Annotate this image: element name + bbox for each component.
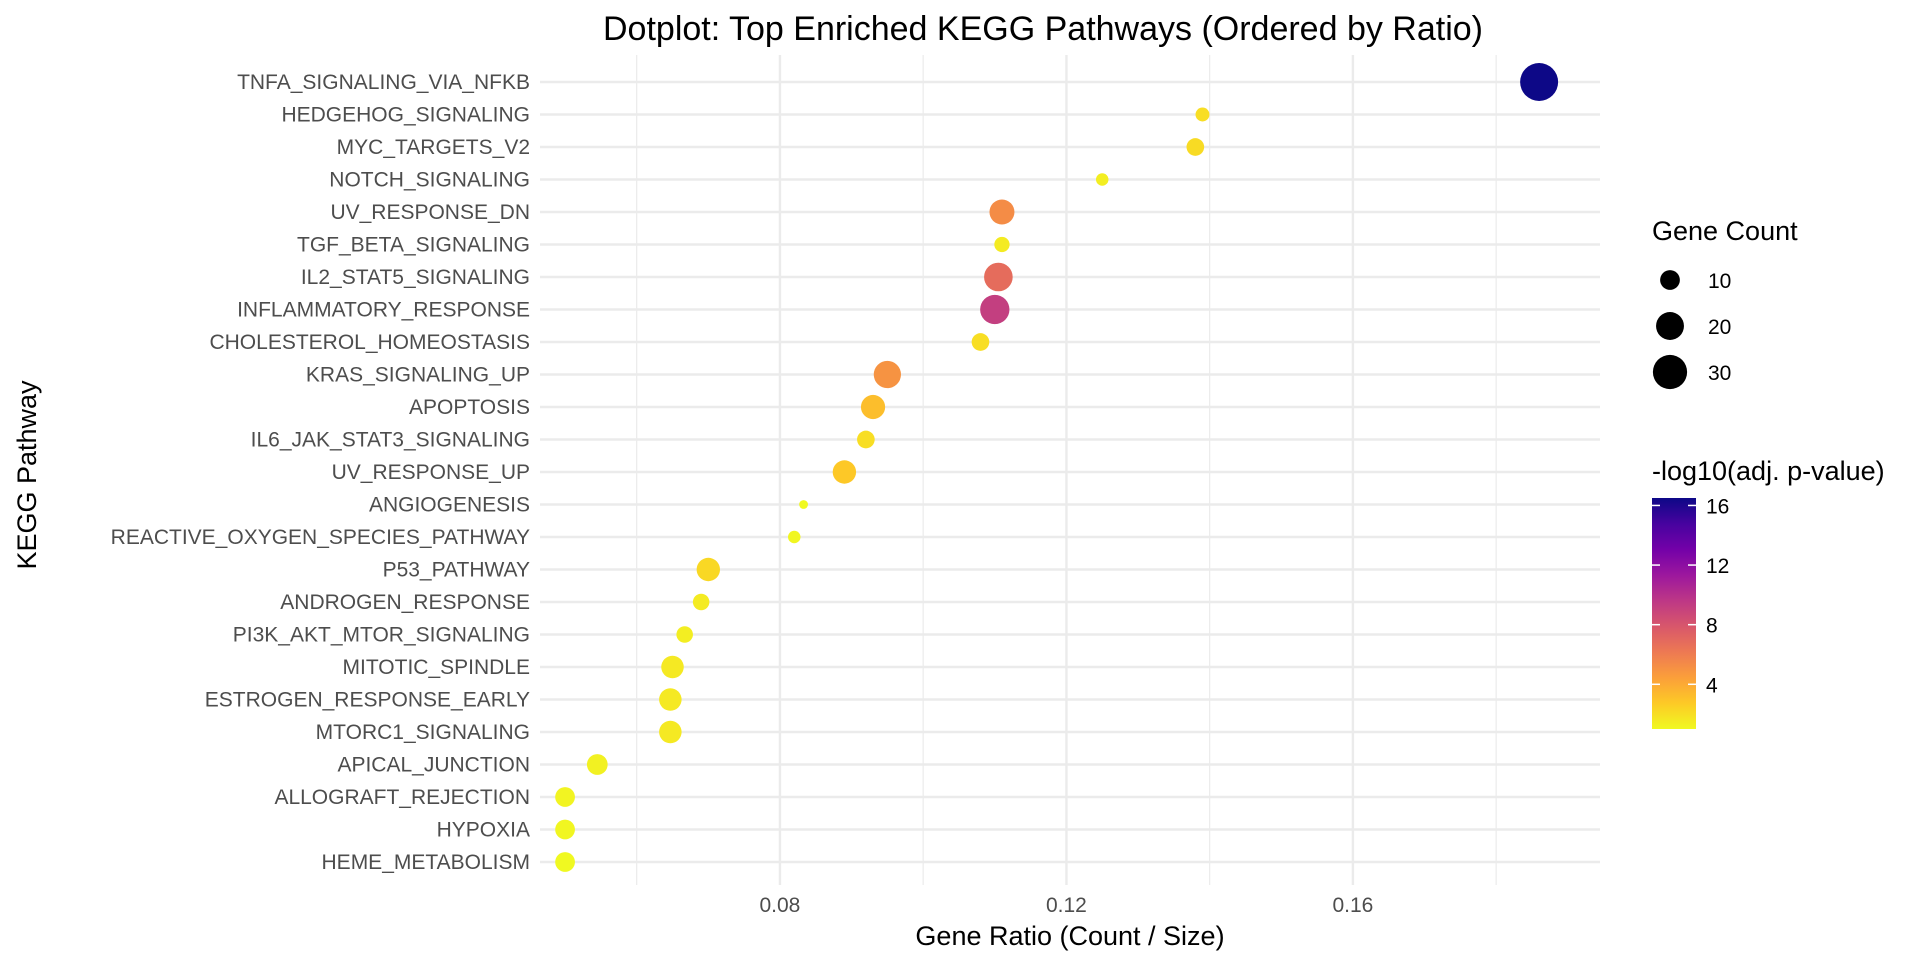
colorbar-label: 8 xyxy=(1706,615,1718,638)
y-tick-label: IL6_JAK_STAT3_SIGNALING xyxy=(251,429,530,452)
color-legend-title: -log10(adj. p-value) xyxy=(1652,456,1885,486)
x-tick-labels: 0.08 0.12 0.16 xyxy=(759,894,1373,917)
y-tick-label: ANDROGEN_RESPONSE xyxy=(280,591,530,614)
data-point xyxy=(692,593,710,611)
y-tick-label: APICAL_JUNCTION xyxy=(337,754,530,777)
data-point xyxy=(1195,107,1210,122)
data-point xyxy=(788,530,801,544)
chart-title: Dotplot: Top Enriched KEGG Pathways (Ord… xyxy=(603,10,1483,48)
y-tick-label: HEDGEHOG_SIGNALING xyxy=(281,104,530,127)
size-legend-label: 20 xyxy=(1708,316,1731,339)
data-point xyxy=(659,688,682,711)
data-point xyxy=(555,819,575,840)
y-tick-label: MYC_TARGETS_V2 xyxy=(337,136,530,159)
x-tick-label: 0.16 xyxy=(1332,894,1373,917)
size-legend-label: 10 xyxy=(1708,270,1731,293)
data-point xyxy=(984,262,1013,292)
y-tick-label: UV_RESPONSE_DN xyxy=(330,201,530,224)
y-tick-label: MTORC1_SIGNALING xyxy=(316,721,530,744)
size-legend-label: 30 xyxy=(1708,362,1731,385)
y-tick-label: NOTCH_SIGNALING xyxy=(329,169,530,192)
data-point xyxy=(1186,138,1205,156)
y-tick-label: PI3K_AKT_MTOR_SIGNALING xyxy=(233,624,530,647)
plot-grid xyxy=(540,55,1600,885)
data-point xyxy=(832,460,857,484)
y-tick-label: KRAS_SIGNALING_UP xyxy=(306,364,530,387)
colorbar-label: 16 xyxy=(1706,495,1729,518)
colorbar-label: 12 xyxy=(1706,555,1729,578)
color-legend: -log10(adj. p-value) 4 8 12 16 xyxy=(1652,456,1885,729)
data-point xyxy=(989,199,1015,225)
size-legend-key xyxy=(1660,270,1680,290)
y-tick-label: TGF_BETA_SIGNALING xyxy=(297,234,530,257)
y-tick-label: ALLOGRAFT_REJECTION xyxy=(274,786,530,809)
y-tick-label: ESTROGEN_RESPONSE_EARLY xyxy=(205,689,530,712)
colorbar xyxy=(1652,498,1696,729)
y-tick-label: APOPTOSIS xyxy=(409,396,530,419)
data-point xyxy=(659,720,682,744)
data-point xyxy=(676,626,693,643)
y-tick-label: P53_PATHWAY xyxy=(383,559,530,582)
x-axis-title: Gene Ratio (Count / Size) xyxy=(915,921,1224,951)
size-legend-key xyxy=(1656,312,1684,340)
data-point xyxy=(555,787,575,807)
data-point xyxy=(1520,63,1559,101)
size-legend-title: Gene Count xyxy=(1652,216,1798,246)
data-point xyxy=(980,294,1010,325)
x-tick-label: 0.08 xyxy=(759,894,800,917)
data-point xyxy=(696,557,721,582)
y-tick-labels: TNFA_SIGNALING_VIA_NFKB HEDGEHOG_SIGNALIN… xyxy=(111,71,530,874)
data-point xyxy=(971,333,990,351)
data-point xyxy=(586,754,608,775)
data-point xyxy=(555,852,575,872)
data-point xyxy=(994,236,1010,253)
size-legend: Gene Count 10 20 30 xyxy=(1652,216,1798,390)
y-tick-label: HEME_METABOLISM xyxy=(322,851,530,874)
data-point xyxy=(661,655,684,679)
data-point xyxy=(1095,173,1109,186)
data-point xyxy=(857,430,875,449)
y-tick-label: MITOTIC_SPINDLE xyxy=(343,656,530,679)
y-tick-label: CHOLESTEROL_HOMEOSTASIS xyxy=(209,331,530,354)
y-tick-label: TNFA_SIGNALING_VIA_NFKB xyxy=(237,71,530,94)
data-point xyxy=(799,500,808,509)
y-tick-label: INFLAMMATORY_RESPONSE xyxy=(237,299,530,322)
y-tick-label: REACTIVE_OXYGEN_SPECIES_PATHWAY xyxy=(111,526,530,549)
y-tick-label: UV_RESPONSE_UP xyxy=(332,461,530,484)
x-tick-label: 0.12 xyxy=(1046,894,1087,917)
y-tick-label: HYPOXIA xyxy=(437,819,530,842)
y-tick-label: IL2_STAT5_SIGNALING xyxy=(301,266,530,289)
data-point xyxy=(860,394,886,420)
data-point xyxy=(873,360,901,389)
size-legend-key xyxy=(1652,354,1688,390)
colorbar-label: 4 xyxy=(1706,674,1718,697)
data-points xyxy=(555,63,1559,872)
y-axis-title: KEGG Pathway xyxy=(12,380,42,570)
y-tick-label: ANGIOGENESIS xyxy=(369,494,530,517)
